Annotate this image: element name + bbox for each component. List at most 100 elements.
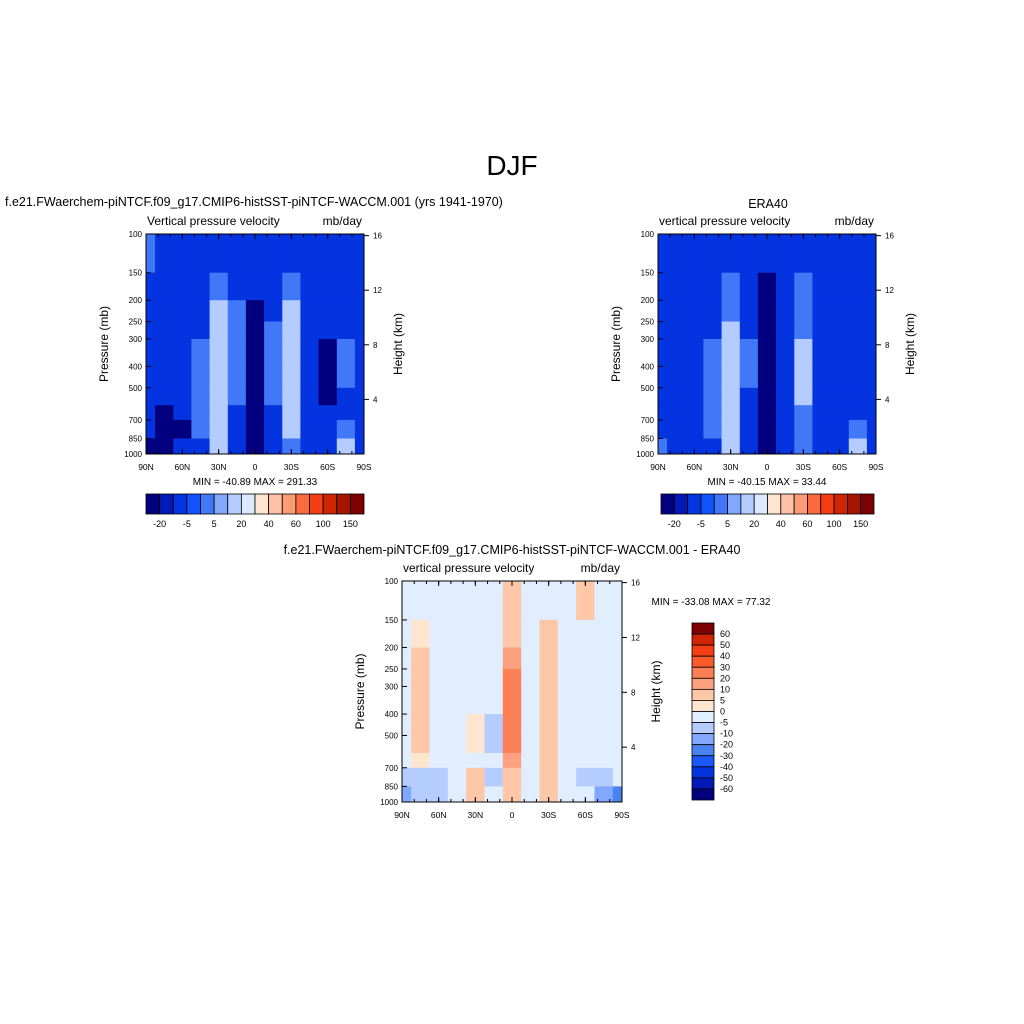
field-cell <box>264 366 283 389</box>
y-tick-label: 200 <box>641 296 655 305</box>
colorbar-swatch <box>713 493 728 515</box>
field-cell <box>227 366 247 389</box>
colorbar-label: -60 <box>720 784 733 794</box>
panel-right-label: mb/day <box>835 214 874 228</box>
field-cell <box>155 387 174 406</box>
field-cell <box>576 581 596 621</box>
field-cell <box>402 668 412 687</box>
field-cell <box>812 300 832 323</box>
y-tick-label: 250 <box>385 665 399 674</box>
colorbar-label: 20 <box>236 519 246 529</box>
field-cell <box>282 419 302 440</box>
field-cell <box>594 581 614 621</box>
field-cell <box>521 767 541 787</box>
field-cell <box>447 767 467 787</box>
y-right-tick-label: 8 <box>885 341 890 350</box>
field-cell <box>502 647 522 670</box>
field-cell <box>658 321 668 340</box>
field-cell <box>300 321 320 340</box>
field-cell <box>411 753 431 769</box>
y-right-tick-label: 12 <box>885 286 894 295</box>
field-cell <box>521 753 541 769</box>
field-cell <box>429 714 449 737</box>
field-cell <box>848 405 868 421</box>
field-cell <box>612 735 622 754</box>
field-cell <box>757 272 777 301</box>
field-cell <box>757 387 777 406</box>
field-cell <box>721 300 741 323</box>
field-cell <box>830 366 850 389</box>
field-cell <box>830 419 850 440</box>
field-cell <box>685 438 705 454</box>
field-cell <box>447 786 467 802</box>
field-cell <box>539 581 559 621</box>
field-cell <box>612 714 622 737</box>
x-tick-label: 0 <box>765 462 770 472</box>
field-cell <box>173 339 193 368</box>
y-tick-label: 400 <box>385 710 399 719</box>
stats-label: MIN = -33.08 MAX = 77.32 <box>652 597 771 608</box>
panel-3-title: f.e21.FWaerchem-piNTCF.f09_g17.CMIP6-his… <box>283 543 741 557</box>
colorbar-swatch <box>691 677 715 690</box>
field-cell <box>539 767 559 787</box>
field-cell <box>447 619 467 649</box>
field-cell <box>739 366 759 389</box>
y-tick-label: 400 <box>129 362 143 371</box>
colorbar-swatch <box>691 622 715 635</box>
colorbar-swatch <box>691 633 715 646</box>
field-cell <box>146 405 156 421</box>
colorbar-label: 30 <box>720 662 730 672</box>
field-cell <box>502 581 522 621</box>
field-cell <box>757 300 777 323</box>
field-cell <box>354 366 364 389</box>
field-cell <box>776 405 795 421</box>
field-cell <box>336 366 356 389</box>
y-tick-label: 250 <box>641 318 655 327</box>
field-cell <box>209 321 229 340</box>
y-right-axis-title: Height (km) <box>649 660 663 722</box>
field-cell <box>484 686 504 715</box>
field-cell <box>557 581 577 621</box>
colorbar-swatch <box>159 493 174 515</box>
colorbar-swatch <box>281 493 297 515</box>
y-tick-label: 850 <box>385 782 399 791</box>
field-cell <box>794 405 814 421</box>
field-cell <box>667 438 686 454</box>
y-right-tick-label: 12 <box>631 633 640 642</box>
colorbar-swatch <box>740 493 755 515</box>
field-cell <box>721 438 741 454</box>
field-cell <box>812 339 832 368</box>
field-cell <box>447 753 467 769</box>
field-cell <box>658 272 668 301</box>
field-cell <box>191 272 211 301</box>
field-cell <box>282 438 302 454</box>
field-cell <box>812 272 832 301</box>
field-cell <box>209 234 229 274</box>
field-cell <box>502 619 522 649</box>
field-cell <box>466 647 486 670</box>
field-cell <box>173 366 193 389</box>
field-cell <box>336 387 356 406</box>
field-cell <box>447 686 467 715</box>
field-cell <box>402 735 412 754</box>
field-cell <box>658 300 668 323</box>
figure-title: DJF <box>486 150 538 181</box>
field-cell <box>227 300 247 323</box>
field-cell <box>594 647 614 670</box>
field-cell <box>658 234 668 274</box>
field-cell <box>794 438 814 454</box>
field-cell <box>411 619 431 649</box>
field-cell <box>685 419 705 440</box>
field-cell <box>557 619 577 649</box>
field-cell <box>300 438 320 454</box>
field-cell <box>209 419 229 440</box>
field-cell <box>354 387 364 406</box>
colorbar-swatch <box>691 666 715 679</box>
field-cell <box>557 647 577 670</box>
colorbar-label: -40 <box>720 762 733 772</box>
x-tick-label: 30N <box>723 462 739 472</box>
field-cell <box>812 419 832 440</box>
field-cell <box>576 735 596 754</box>
field-cell <box>667 419 686 440</box>
field-cell <box>757 366 777 389</box>
